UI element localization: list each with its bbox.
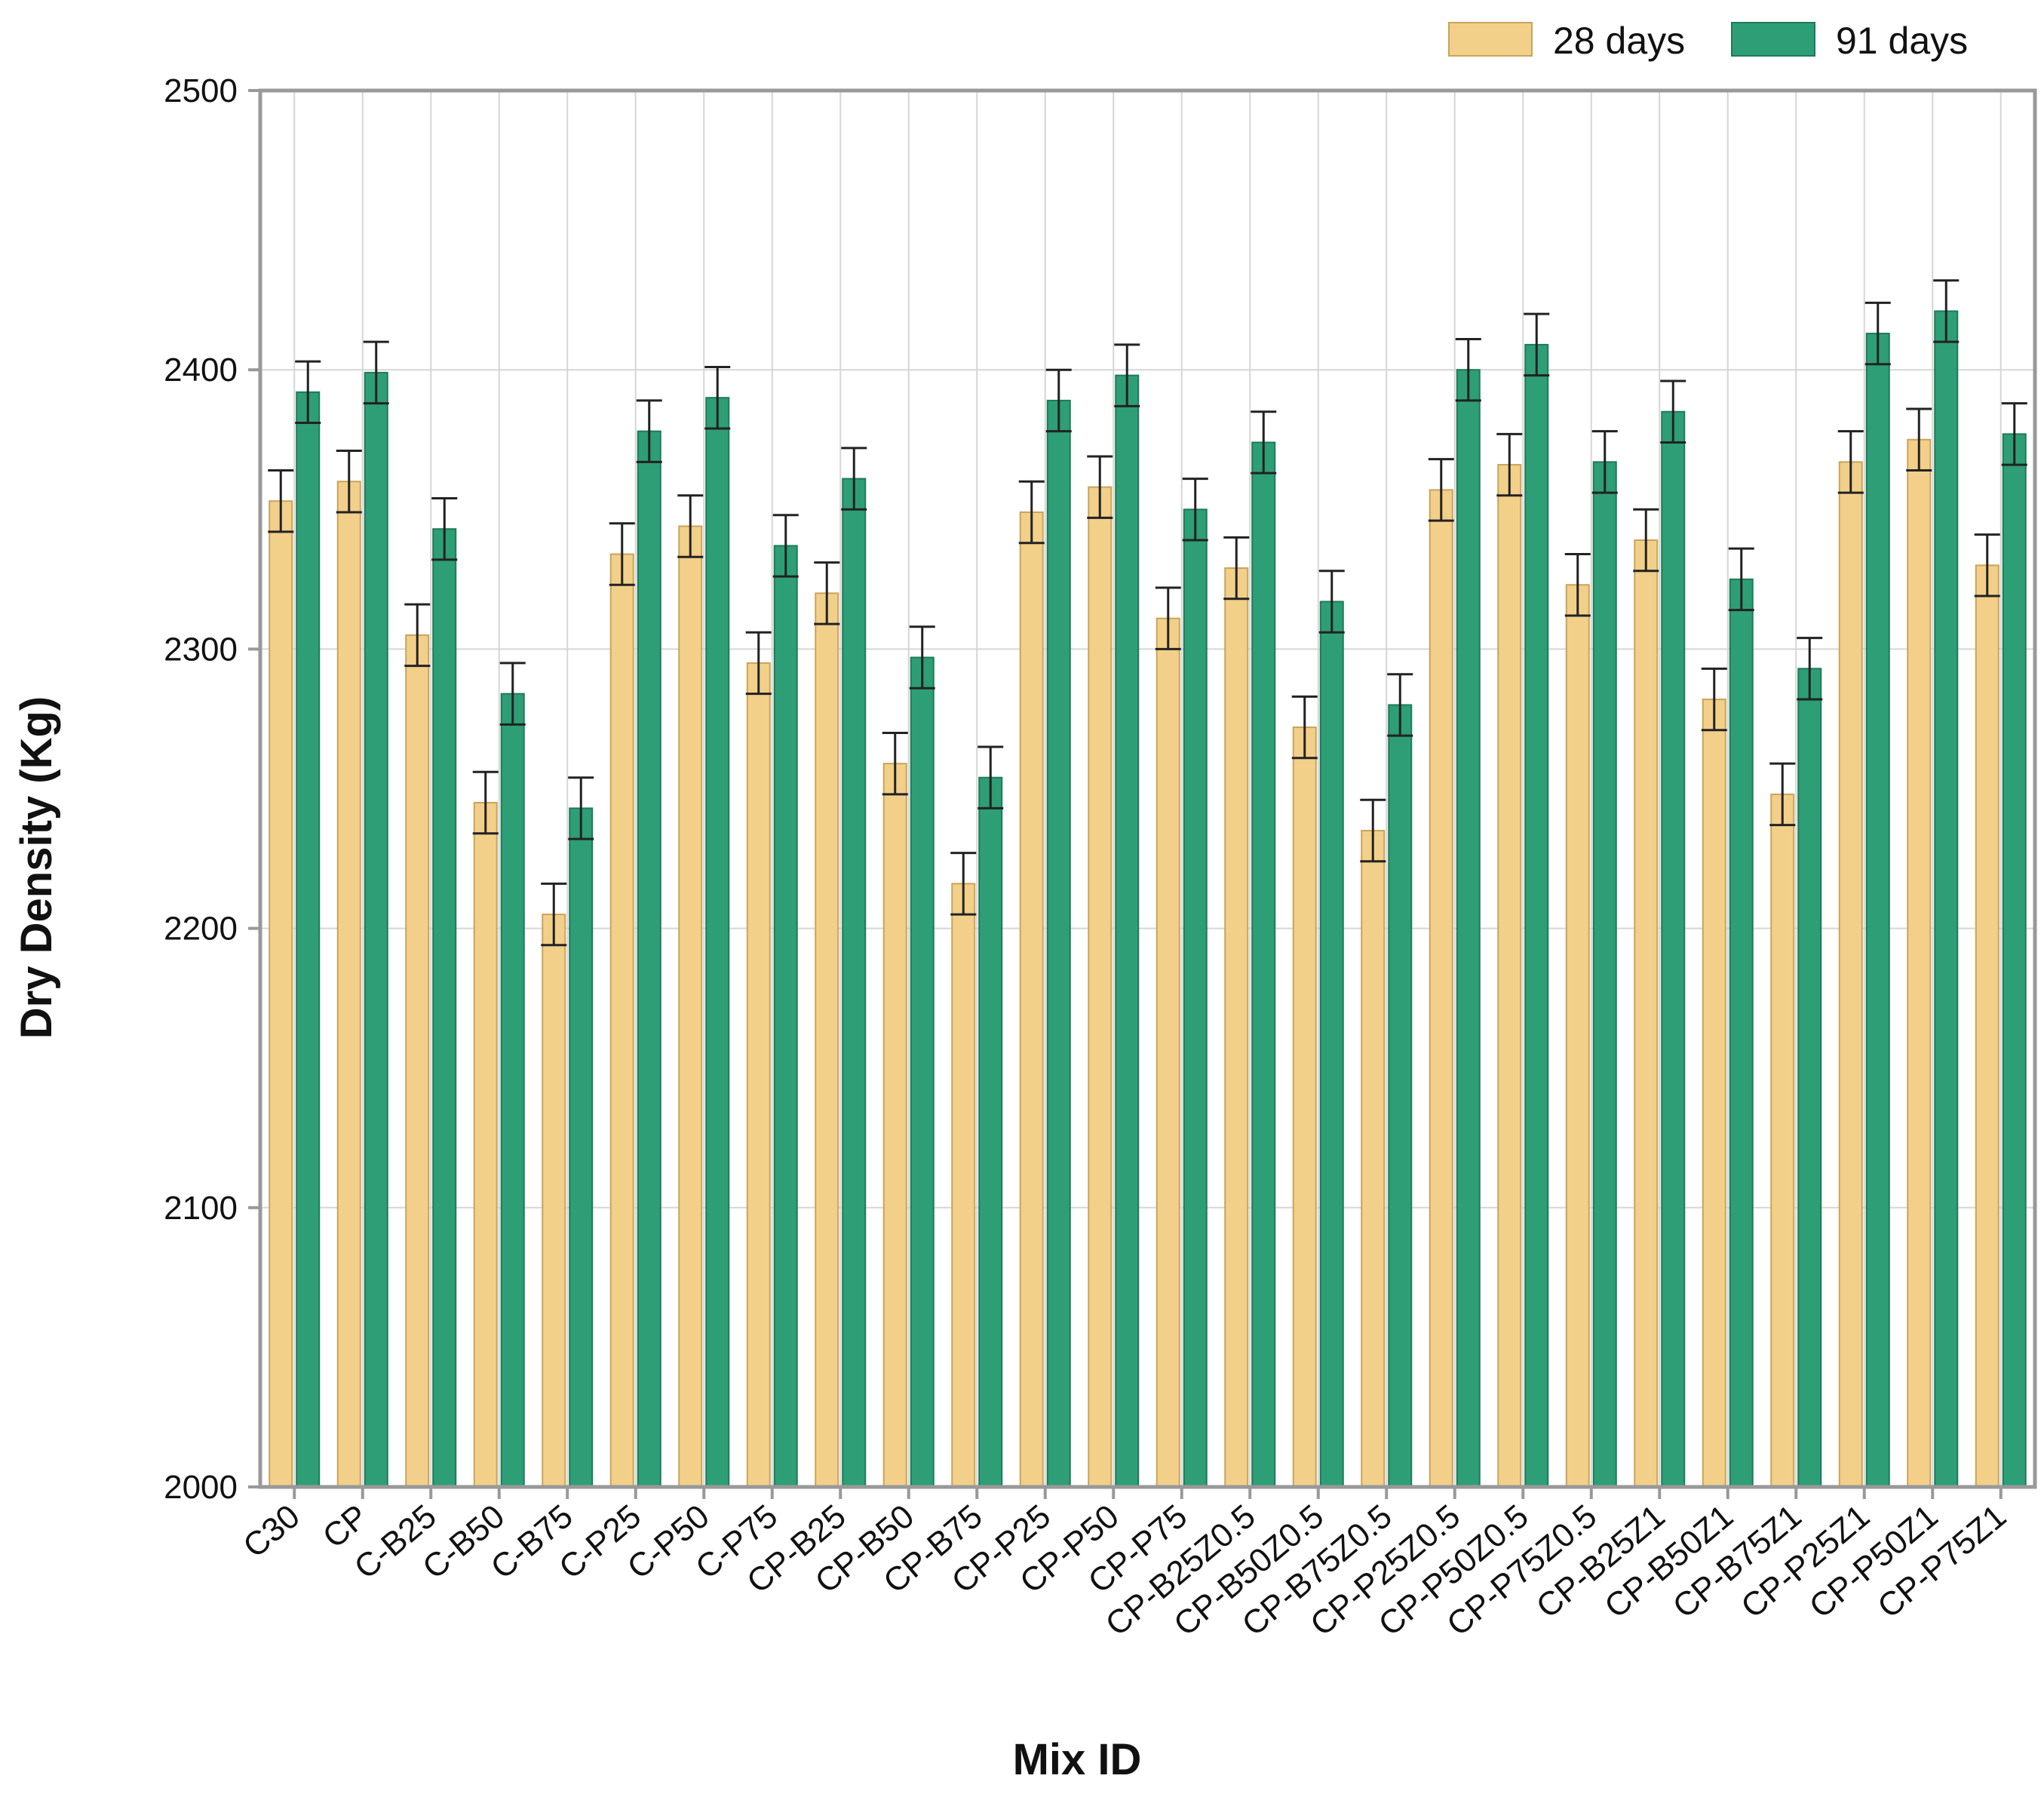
x-axis-title: Mix ID <box>1013 1735 1142 1784</box>
bar-91-days-CP-P75Z1 <box>2002 433 2027 1488</box>
bar-28-days-CP-B75 <box>951 883 976 1488</box>
bar-28-days-CP-P25 <box>1019 511 1044 1488</box>
bar-91-days-CP-B25Z1 <box>1661 410 1686 1488</box>
bar-28-days-CP-P25Z1 <box>1838 461 1863 1488</box>
bar-28-days-CP-P50Z1 <box>1907 438 1932 1488</box>
bar-91-days-CP-P50 <box>1115 374 1140 1488</box>
legend-label-91-days: 91 days <box>1836 20 1968 62</box>
plot-frame <box>258 88 2037 1489</box>
bar-28-days-CP <box>336 481 361 1488</box>
x-axis-ticks: C30 CPC-B25C-B50C-B75C-P25C-P50C-P75CP-B2… <box>236 1487 2013 1643</box>
bar-91-days-CP-B25Z0.5 <box>1251 441 1276 1488</box>
x-tick-label: C30 <box>236 1498 306 1565</box>
bar-28-days-CP-P50Z0.5 <box>1497 464 1522 1488</box>
y-tick-label: 2200 <box>164 911 238 948</box>
bar-91-days-CP-B50Z1 <box>1729 578 1754 1488</box>
y-tick-label: 2000 <box>164 1469 238 1506</box>
y-axis-title: Dry Density (Kg) <box>12 696 61 1039</box>
y-axis-ticks: 2000 2100 2200 2300 2400 2500 <box>164 72 260 1506</box>
bars <box>269 310 2027 1488</box>
bar-91-days-CP-P50Z0.5 <box>1524 343 1549 1488</box>
legend-swatch-91-days <box>1731 22 1815 57</box>
bar-91-days-CP-P25 <box>1046 399 1071 1488</box>
bar-28-days-CP-B75Z0.5 <box>1361 830 1386 1488</box>
bar-28-days-CP-B50Z1 <box>1702 699 1726 1488</box>
legend: 28 days 91 days <box>1448 20 1968 62</box>
y-tick-label: 2400 <box>164 352 238 389</box>
bar-28-days-CP-P25Z0.5 <box>1429 489 1453 1488</box>
y-tick-label: 2500 <box>164 72 238 109</box>
bar-28-days-CP-B25Z0.5 <box>1224 567 1249 1488</box>
bar-28-days-C-B25 <box>405 634 430 1488</box>
bar-91-days-C-P25 <box>637 430 661 1488</box>
gridlines <box>260 90 2035 1488</box>
bar-91-days-CP <box>364 371 388 1488</box>
bar-28-days-C30 <box>269 500 293 1488</box>
bar-28-days-CP-P75Z1 <box>1975 564 1999 1488</box>
bar-28-days-CP-B25 <box>815 592 839 1488</box>
bar-91-days-CP-B75Z0.5 <box>1388 704 1413 1488</box>
bar-28-days-C-P25 <box>609 553 634 1488</box>
bar-91-days-C-B75 <box>569 807 594 1488</box>
bar-91-days-CP-P75Z0.5 <box>1592 461 1617 1488</box>
bar-28-days-CP-P75 <box>1156 617 1180 1488</box>
bar-28-days-C-P75 <box>746 662 771 1488</box>
bar-91-days-CP-B75 <box>978 776 1003 1488</box>
bar-91-days-C-P50 <box>705 397 730 1488</box>
legend-swatch-28-days <box>1448 22 1533 57</box>
y-tick-label: 2100 <box>164 1190 238 1227</box>
bar-91-days-C-P75 <box>773 545 798 1488</box>
error-bars <box>268 279 2027 947</box>
bar-91-days-CP-P25Z1 <box>1865 333 1890 1488</box>
bar-91-days-CP-B25 <box>842 478 867 1488</box>
bar-28-days-CP-P50 <box>1088 486 1113 1488</box>
bar-28-days-CP-B50 <box>882 763 907 1488</box>
bar-91-days-CP-B75Z1 <box>1797 668 1822 1488</box>
bar-91-days-C-B50 <box>500 693 525 1488</box>
bar-28-days-CP-B50Z0.5 <box>1292 726 1317 1488</box>
bar-91-days-C30 <box>296 391 321 1488</box>
bar-91-days-CP-B50Z0.5 <box>1319 601 1344 1488</box>
bar-91-days-CP-P25Z0.5 <box>1456 369 1481 1488</box>
bar-91-days-CP-P50Z1 <box>1934 310 1959 1488</box>
bar-91-days-C-B25 <box>432 528 457 1488</box>
bar-91-days-CP-B50 <box>910 656 935 1488</box>
legend-label-28-days: 28 days <box>1553 20 1685 62</box>
bar-28-days-C-B75 <box>542 914 566 1488</box>
bar-91-days-CP-P75 <box>1183 508 1208 1488</box>
y-tick-label: 2300 <box>164 631 238 668</box>
bar-28-days-CP-B25Z1 <box>1634 539 1659 1488</box>
bar-28-days-C-P50 <box>678 525 703 1488</box>
bar-28-days-C-B50 <box>473 802 498 1488</box>
bar-28-days-CP-B75Z1 <box>1770 793 1795 1488</box>
bar-28-days-CP-P75Z0.5 <box>1565 584 1590 1488</box>
